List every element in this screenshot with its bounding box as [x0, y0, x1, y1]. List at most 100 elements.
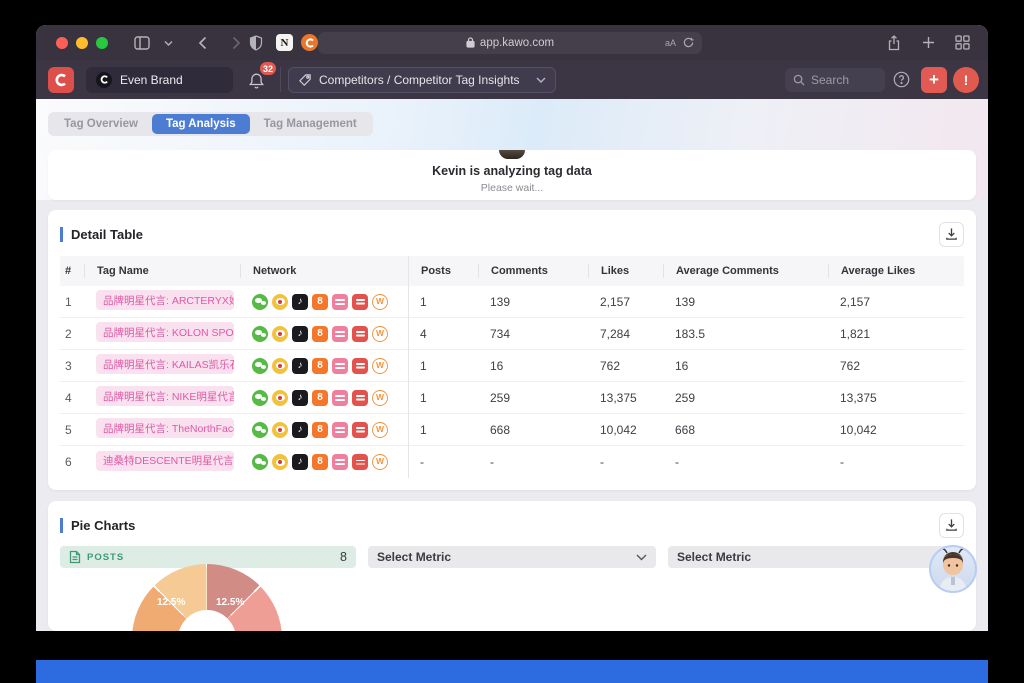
posts-cell: 1 — [420, 422, 427, 437]
col-header-comments: Comments — [478, 264, 588, 278]
new-tab-icon[interactable] — [916, 31, 940, 55]
network-icons: ♪ 8 W — [240, 389, 408, 406]
user-avatar[interactable]: ! — [953, 66, 979, 93]
download-pie-charts-button[interactable] — [939, 512, 964, 538]
avg-likes-cell: 762 — [840, 358, 861, 373]
help-icon[interactable] — [893, 71, 910, 88]
analysis-status-card: Kevin is analyzing tag data Please wait.… — [48, 150, 976, 200]
kevin-assistant-avatar[interactable] — [929, 545, 977, 593]
sidebar-chevron-icon[interactable] — [156, 31, 180, 55]
network-icons: ♪ 8 W — [240, 454, 408, 470]
brand-selector[interactable]: Even Brand — [86, 66, 233, 93]
posts-cell: 1 — [420, 390, 427, 405]
weibo-icon — [272, 325, 288, 342]
tag-name-pill[interactable]: 品牌明星代言: NIKE明星代言 — [96, 386, 234, 406]
row-index: 4 — [65, 390, 72, 405]
comments-cell: - — [490, 455, 494, 469]
sidebar-toggle-icon[interactable] — [130, 31, 154, 55]
kuaishou-icon: 8 — [312, 454, 328, 470]
download-table-button[interactable] — [939, 221, 964, 247]
wechat-channels-icon: W — [372, 389, 388, 406]
comments-cell: 734 — [490, 326, 511, 341]
table-row: 5 品牌明星代言: TheNorthFace明… ♪ 8 W 1 668 — [60, 414, 964, 446]
tag-icon — [298, 73, 312, 87]
analysis-status-subtitle: Please wait... — [480, 182, 544, 194]
avg-comments-cell: - — [675, 455, 679, 469]
kawo-logo[interactable] — [48, 66, 74, 93]
douyin-icon: ♪ — [292, 325, 308, 342]
back-button[interactable] — [190, 31, 214, 55]
comments-cell: 16 — [490, 358, 504, 373]
avg-likes-cell: 2,157 — [840, 294, 871, 309]
likes-cell: 2,157 — [600, 294, 631, 309]
maximize-window-button[interactable] — [96, 36, 108, 49]
tab-overview-icon[interactable] — [950, 31, 974, 55]
close-window-button[interactable] — [56, 36, 68, 49]
wechat-channels-icon: W — [372, 325, 388, 342]
kawo-extension-icon[interactable] — [301, 34, 318, 51]
share-icon[interactable] — [882, 31, 906, 55]
wechat-icon — [252, 357, 268, 374]
kuaishou-icon: 8 — [312, 357, 328, 374]
translate-icon[interactable]: aA — [664, 37, 676, 48]
app-header: Even Brand 32 Competitors / Competitor T… — [36, 60, 988, 99]
wechat-icon — [252, 421, 268, 438]
kuaishou-icon: 8 — [312, 325, 328, 342]
table-row: 1 品牌明星代言: ARCTERYX始祖… ♪ 8 W 1 139 — [60, 286, 964, 318]
tag-name-pill[interactable]: 迪桑特DESCENTE明星代言 — [96, 450, 234, 471]
toutiao-icon — [352, 293, 368, 310]
privacy-shield-icon[interactable] — [244, 31, 268, 55]
document-icon — [69, 550, 81, 564]
create-post-button[interactable]: + — [921, 66, 947, 93]
tag-name-pill[interactable]: 品牌明星代言: KOLON SPORT可… — [96, 322, 234, 342]
wechat-channels-icon: W — [372, 421, 388, 438]
bottom-blue-bar — [36, 660, 988, 683]
tag-name-pill[interactable]: 品牌明星代言: ARCTERYX始祖… — [96, 290, 234, 310]
posts-metric-bar[interactable]: POSTS 8 — [60, 546, 356, 568]
slice-percentage-label: 12.5% — [157, 597, 186, 608]
table-row: 3 品牌明星代言: KAILAS凯乐石明… ♪ 8 W 1 16 — [60, 350, 964, 382]
forward-button[interactable] — [224, 31, 248, 55]
notion-extension-icon[interactable]: N — [276, 34, 293, 51]
weibo-icon — [272, 389, 288, 406]
tag-name-pill[interactable]: 品牌明星代言: TheNorthFace明… — [96, 418, 234, 438]
search-input[interactable]: Search — [785, 67, 885, 92]
breadcrumb: Competitors / Competitor Tag Insights — [319, 72, 520, 87]
wechat-icon — [252, 325, 268, 342]
notifications-bell[interactable]: 32 — [248, 62, 277, 92]
xiaohongshu-icon — [332, 389, 348, 406]
network-icons: ♪ 8 W — [240, 293, 408, 310]
header-divider — [280, 67, 281, 92]
col-header-posts: Posts — [408, 264, 478, 278]
col-header-index: # — [65, 265, 72, 277]
xiaohongshu-icon — [332, 325, 348, 342]
detail-table-card: Detail Table # Tag Name Network Posts Co… — [48, 210, 976, 490]
detail-table: # Tag Name Network Posts Comments Likes … — [60, 256, 964, 478]
avg-comments-cell: 139 — [675, 294, 696, 309]
row-index: 6 — [65, 455, 72, 469]
minimize-window-button[interactable] — [76, 36, 88, 49]
douyin-icon: ♪ — [292, 293, 308, 310]
col-header-likes: Likes — [588, 264, 663, 278]
url-bar[interactable]: app.kawo.com aA — [318, 31, 702, 54]
tab-tag-analysis[interactable]: Tag Analysis — [151, 114, 250, 134]
detail-table-title: Detail Table — [60, 226, 143, 242]
kuaishou-icon: 8 — [312, 293, 328, 310]
weibo-icon — [272, 293, 288, 310]
tab-tag-overview[interactable]: Tag Overview — [64, 118, 138, 130]
table-row: 6 迪桑特DESCENTE明星代言 ♪ 8 W - - — [60, 446, 964, 478]
select-metric-label: Select Metric — [377, 550, 452, 564]
select-metric-dropdown-2[interactable]: Select Metric — [668, 546, 964, 568]
tab-tag-management[interactable]: Tag Management — [263, 118, 357, 130]
breadcrumb-selector[interactable]: Competitors / Competitor Tag Insights — [288, 66, 556, 93]
tag-name-pill[interactable]: 品牌明星代言: KAILAS凯乐石明… — [96, 354, 234, 374]
select-metric-dropdown-1[interactable]: Select Metric — [368, 546, 656, 568]
avg-comments-cell: 183.5 — [675, 326, 706, 341]
posts-donut-chart[interactable]: 12.5% 12.5% — [132, 564, 282, 631]
wechat-channels-icon: W — [372, 357, 388, 374]
wechat-icon — [252, 389, 268, 406]
reload-icon[interactable] — [683, 37, 694, 48]
weibo-icon — [272, 454, 288, 470]
col-header-avg-likes: Average Likes — [828, 264, 964, 278]
weibo-icon — [272, 421, 288, 438]
